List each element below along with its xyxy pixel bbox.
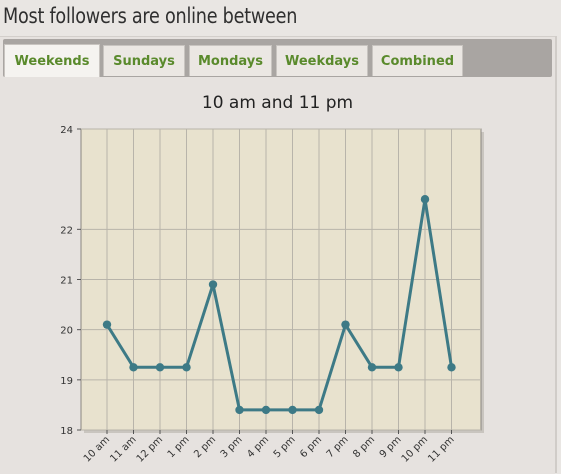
data-point: [182, 363, 191, 372]
data-point: [447, 363, 456, 372]
data-point: [261, 405, 271, 415]
tab-combined[interactable]: Combined: [372, 45, 463, 76]
x-tick-label: 6 pm: [298, 434, 324, 460]
data-point: [102, 320, 112, 329]
x-tick-label: 5 pm: [272, 434, 298, 460]
x-tick-label: 10 pm: [400, 434, 430, 464]
x-tick-label: 12 pm: [135, 434, 165, 464]
data-point: [155, 363, 165, 372]
page-heading: Most followers are online between: [3, 4, 298, 28]
chart-title: 10 am and 11 pm: [201, 93, 354, 113]
y-tick-label: 18: [60, 426, 73, 437]
x-tick-label: 10 am: [82, 434, 112, 464]
x-tick-label: 8 pm: [351, 434, 377, 460]
x-tick-label: 7 pm: [325, 434, 351, 460]
data-point: [235, 405, 244, 415]
data-point: [288, 405, 297, 415]
data-point: [367, 363, 377, 372]
y-tick-label: 21: [60, 276, 73, 287]
x-tick-label: 1 pm: [166, 434, 192, 460]
data-point: [129, 363, 138, 372]
tab-weekdays[interactable]: Weekdays: [276, 45, 368, 76]
data-point: [314, 405, 324, 415]
data-point: [341, 320, 350, 329]
data-point: [394, 363, 403, 372]
y-tick-label: 22: [60, 225, 73, 236]
y-tick-label: 19: [60, 376, 73, 387]
x-tick-label: 4 pm: [245, 434, 271, 460]
data-point: [420, 195, 430, 204]
y-tick-label: 20: [60, 326, 73, 337]
data-point: [208, 280, 218, 289]
tab-weekends[interactable]: Weekends: [4, 44, 100, 77]
tab-mondays[interactable]: Mondays: [189, 45, 272, 76]
x-tick-label: 2 pm: [192, 434, 218, 460]
x-tick-label: 3 pm: [219, 434, 245, 460]
x-tick-label: 11 am: [108, 434, 138, 464]
series-line: [105, 197, 453, 412]
tab-sundays[interactable]: Sundays: [103, 45, 185, 76]
panel-border: [555, 36, 557, 473]
y-tick-label: 24: [60, 125, 73, 136]
x-tick-label: 11 pm: [426, 434, 456, 464]
